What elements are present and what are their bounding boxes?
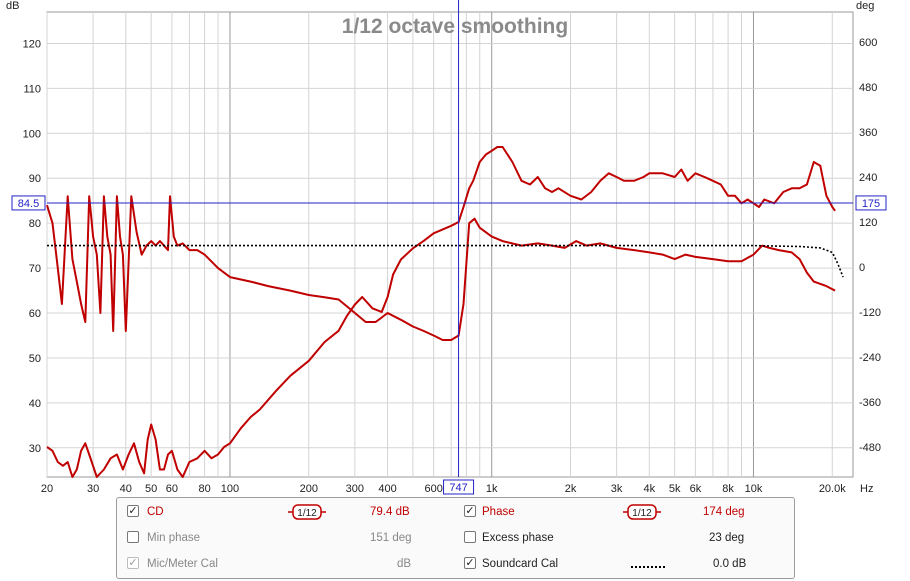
min-phase-checkbox[interactable]	[127, 531, 139, 543]
cursor-db-readout-box	[11, 195, 46, 211]
cursor-db-readout: 84.5	[18, 198, 39, 210]
x-tick-label: 60	[166, 483, 178, 495]
y-right-unit-label: deg	[856, 0, 874, 12]
x-tick-label: 600	[424, 483, 442, 495]
mic-meter-cal-checkbox[interactable]: ✓	[127, 557, 139, 569]
legend-row-mic-cal: ✓ Mic/Meter Cal dB ✓ Soundcard Cal 0.0 d…	[117, 555, 794, 577]
x-tick-label: 30	[87, 483, 99, 495]
legend-row-min-phase: Min phase 151 deg Excess phase 23 deg	[117, 529, 794, 551]
x-tick-label: 10k	[745, 483, 763, 495]
series-soundcard-cal	[47, 244, 844, 278]
series-cd	[46, 195, 836, 341]
series-group	[46, 146, 844, 478]
phase-value: 174 deg	[703, 506, 745, 518]
axis-ticks: 20 30 40 50 60 80 100 200 300 400 600 1k 2k 3k 4k 5k 6k 8…	[23, 37, 881, 495]
soundcard-cal-value: 0.0 dB	[713, 558, 747, 570]
y-right-tick-label: 480	[859, 82, 877, 94]
phase-label: Phase	[482, 506, 515, 518]
y-left-tick-label: 90	[29, 173, 41, 185]
cd-label: CD	[147, 506, 164, 518]
soundcard-cal-checkbox[interactable]: ✓	[464, 557, 476, 569]
y-right-tick-label: 360	[859, 127, 877, 139]
legend-panel: ✓ CD 1/12 79.4 dB ✓ Phase 1/12 174 deg M…	[116, 497, 795, 579]
phase-smoothing-label: 1/12	[632, 508, 652, 519]
x-tick-label: 4k	[644, 483, 656, 495]
min-phase-label: Min phase	[147, 532, 201, 544]
y-left-tick-label: 50	[29, 353, 41, 365]
y-right-tick-label: 600	[859, 37, 877, 49]
x-tick-label: 400	[378, 483, 396, 495]
cursor-deg-readout-box	[855, 195, 887, 211]
x-tick-label: 40	[120, 483, 132, 495]
legend-row-cd: ✓ CD 1/12 79.4 dB ✓ Phase 1/12 174 deg	[117, 503, 794, 525]
x-tick-label: 200	[300, 483, 318, 495]
excess-phase-value: 23 deg	[709, 532, 745, 544]
x-tick-label: 100	[221, 483, 239, 495]
soundcard-cal-line-swatch	[631, 566, 665, 568]
x-tick-label: 1k	[486, 483, 498, 495]
frequency-response-chart[interactable]: 20 30 40 50 60 80 100 200 300 400 600 1k 2k 3k 4k 5k 6k 8…	[0, 0, 910, 497]
y-right-tick-label: -480	[859, 442, 881, 454]
x-tick-label: 300	[346, 483, 364, 495]
x-tick-label: 5k	[669, 483, 681, 495]
y-left-tick-label: 40	[29, 398, 41, 410]
y-left-tick-label: 70	[29, 263, 41, 275]
phase-smoothing-button[interactable]: 1/12	[622, 504, 662, 520]
x-tick-label: 80	[198, 483, 210, 495]
chart-title: 1/12 octave smoothing	[342, 15, 568, 38]
series-phase	[46, 146, 836, 478]
y-left-tick-label: 60	[29, 308, 41, 320]
mic-meter-cal-value: dB	[397, 558, 412, 570]
y-left-tick-label: 110	[23, 83, 41, 95]
x-tick-label: 20.0k	[819, 483, 846, 495]
x-unit-label: Hz	[860, 483, 873, 495]
excess-phase-label: Excess phase	[482, 532, 554, 544]
soundcard-cal-label: Soundcard Cal	[482, 558, 559, 570]
x-tick-label: 8k	[722, 483, 734, 495]
y-left-tick-label: 80	[29, 218, 41, 230]
x-tick-label: 20	[41, 483, 53, 495]
cd-smoothing-button[interactable]: 1/12	[287, 504, 327, 520]
min-phase-value: 151 deg	[370, 532, 412, 544]
y-left-tick-label: 30	[29, 443, 41, 455]
cd-checkbox[interactable]: ✓	[127, 505, 139, 517]
cursor[interactable]: 84.5 175 747	[11, 0, 887, 495]
y-right-tick-label: 0	[859, 262, 865, 274]
mic-meter-cal-label: Mic/Meter Cal	[147, 558, 218, 570]
y-right-tick-label: 120	[859, 217, 877, 229]
x-tick-label: 3k	[611, 483, 623, 495]
cd-value: 79.4 dB	[370, 506, 410, 518]
y-left-unit-label: dB	[6, 0, 19, 12]
cd-smoothing-label: 1/12	[297, 508, 317, 519]
x-tick-label: 50	[145, 483, 157, 495]
y-right-tick-label: -120	[859, 307, 881, 319]
y-left-tick-label: 100	[23, 128, 41, 140]
cursor-freq-readout-box	[443, 479, 475, 495]
cursor-freq-readout: 747	[449, 482, 467, 494]
cursor-deg-readout: 175	[862, 198, 880, 210]
x-tick-label: 2k	[565, 483, 577, 495]
y-left-tick-label: 120	[23, 38, 41, 50]
x-tick-label: 6k	[690, 483, 702, 495]
y-right-tick-label: -360	[859, 397, 881, 409]
y-right-tick-label: 240	[859, 172, 877, 184]
excess-phase-checkbox[interactable]	[464, 531, 476, 543]
y-right-tick-label: -240	[859, 352, 881, 364]
phase-checkbox[interactable]: ✓	[464, 505, 476, 517]
